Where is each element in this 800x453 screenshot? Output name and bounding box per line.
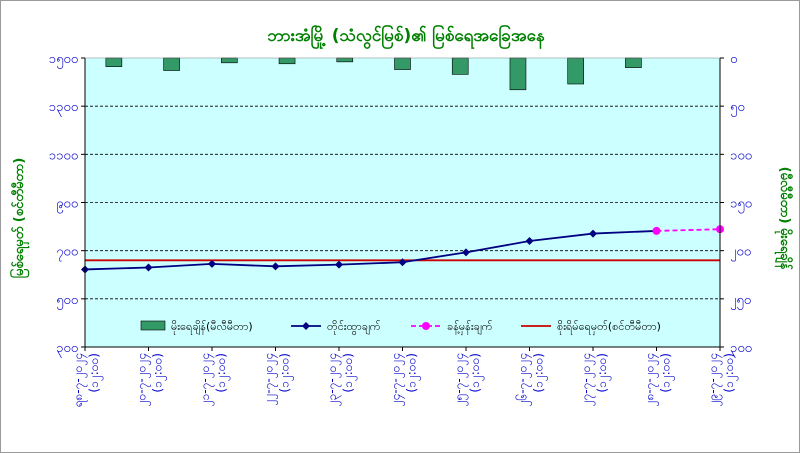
measured-point [589, 229, 597, 238]
x-tick-label-group: ၂၉-၇-၂၀၂၄ (၁၂:၀၀) [706, 353, 739, 406]
rainfall-bar [625, 57, 642, 68]
x-tick-sublabel: (၁၂:၀၀) [532, 353, 549, 393]
measured-point [335, 260, 343, 269]
x-tick-label-group: ၂၇-၇-၂၀၂၄ (၁၂:၀၀) [579, 353, 612, 406]
x-tick-label-group: ရ၈-၇-၂၀၂၄ (၁၂:၀၀) [71, 353, 104, 407]
left-tick-label: ၁၁၀၀ [49, 148, 78, 163]
x-tick-label: ၂၃-၇-၂၀၂၄ [325, 353, 342, 406]
right-tick-label: ၂၅၀ [730, 293, 751, 310]
x-tick-sublabel: (၁၂:၀၀) [341, 353, 358, 393]
x-tick-label-group: ၂၀-၇-၂၀၂၄ (၁၂:၀၀) [135, 353, 168, 406]
x-tick-sublabel: (၁၂:၀၀) [468, 353, 485, 393]
x-tick-label-group: ၂၁-၇-၂၀၂၄ (၁၂:၀၀) [198, 353, 231, 406]
measured-point [144, 263, 153, 272]
x-tick-sublabel: (၁၂:၀၀) [405, 353, 422, 393]
x-tick-label-group: ၂၅-၇-၂၀၂၄ (၁၂:၀၀) [452, 353, 485, 406]
left-tick-label: ၅၀၀ [56, 293, 78, 310]
x-tick-sublabel: (၁၂:၀၀) [595, 353, 612, 393]
x-tick-label: ၂၂-၇-၂၀၂၄ [262, 353, 279, 406]
rainfall-bar [278, 57, 296, 65]
right-tick-label: ၅၀ [730, 100, 745, 117]
rainfall-bar [451, 57, 469, 75]
x-tick-label-group: ၂၆-၇-၂၀၂၄ (၁၂:၀၀) [515, 353, 549, 406]
x-tick-label: ၂၇-၇-၂၀၂၄ [579, 353, 596, 406]
left-tick-label: ၁၃၀၀ [49, 100, 78, 117]
x-tick-sublabel: (၁၂:၀၀) [87, 353, 104, 393]
legend-marker-forecast [422, 322, 430, 330]
left-tick-label: ၇၀၀ [56, 245, 78, 262]
right-tick-label: ၃၀၀ [730, 341, 752, 358]
rainfall-bar [221, 57, 238, 64]
x-tick-sublabel: (၁၂:၀၀) [659, 353, 676, 393]
x-tick-label-group: ၂၃-၇-၂၀၂၄ (၁၂:၀၀) [325, 353, 358, 406]
right-tick-label: ၁၅၀ [730, 197, 752, 214]
legend-label-danger: စိုးရိမ်ရေမှတ်(စင်တီမီတာ) [557, 320, 661, 335]
right-tick-label: ၁၀၀ [730, 148, 752, 163]
x-tick-label: ၂၈-၇-၂၀၂၄ [643, 353, 660, 406]
left-tick-label: ၃၀၀ [56, 341, 78, 358]
x-tick-label-group: ၂၈-၇-၂၀၂၄ (၁၂:၀၀) [643, 353, 676, 406]
legend-label-measured: တိုင်းထွာချက် [327, 320, 381, 335]
measured-point [208, 259, 216, 268]
x-tick-label: ရ၈-၇-၂၀၂၄ [71, 353, 88, 407]
x-tick-label: ၂၀-၇-၂၀၂၄ [135, 353, 152, 406]
x-tick-label: ၂၄-၇-၂၀၂၄ [389, 353, 406, 406]
legend-marker-measured [302, 322, 310, 330]
x-tick-label: ၂၆-၇-၂၀၂၄ [515, 353, 533, 406]
rainfall-bar [105, 57, 123, 67]
legend-label-forecast: ခန့်မှန်းချက် [447, 320, 493, 335]
x-tick-sublabel: (၁၂:၀၀) [278, 353, 295, 393]
x-tick-label-group: ၂၂-၇-၂၀၂၄ (၁၂:၀၀) [262, 353, 295, 406]
x-tick-sublabel: (၁၂:၀၀) [151, 353, 168, 393]
rainfall-bar [336, 57, 354, 63]
rainfall-bar [509, 57, 527, 91]
x-tick-sublabel: (၁၂:၀၀) [722, 353, 739, 393]
rainfall-bar [394, 57, 411, 70]
measured-point [462, 248, 470, 257]
left-tick-label: ၁၅၀၀ [49, 52, 78, 69]
x-tick-label: ၂၉-၇-၂၀၂၄ [706, 353, 723, 406]
x-tick-label: ၂၁-၇-၂၀၂၄ [198, 353, 215, 406]
rainfall-bar [163, 57, 180, 71]
forecast-line [656, 228, 721, 232]
measured-point [398, 258, 407, 267]
x-tick-label-group: ၂၄-၇-၂၀၂၄ (၁၂:၀၀) [389, 353, 422, 406]
right-tick-label: ၂၀၀ [730, 245, 751, 262]
measured-point [271, 262, 280, 271]
forecast-point [652, 226, 661, 235]
x-tick-label: ၂၅-၇-၂၀၂၄ [452, 353, 469, 406]
x-tick-sublabel: (၁၂:၀၀) [214, 353, 231, 393]
measured-point [525, 237, 534, 246]
legend-label-rainfall: မိုးရေချိန်(မီလီမီတာ) [171, 320, 253, 335]
legend-swatch-rainfall [140, 320, 166, 331]
measured-line [84, 230, 657, 271]
rainfall-bar [567, 57, 584, 85]
left-axis-label: မြစ်ရေမှတ် (စင်တီမီတာ) [9, 158, 30, 279]
left-tick-label: ၉၀၀ [56, 197, 78, 214]
right-tick-label: ၀ [730, 52, 737, 67]
chart-title: ဘားအံမြို့ (သံလွင်မြစ်)၏ မြစ်ရေအခြေအနေ [266, 23, 544, 50]
right-axis-label: (မီလီမီတာ) မိုးရေချိန် [774, 167, 794, 271]
